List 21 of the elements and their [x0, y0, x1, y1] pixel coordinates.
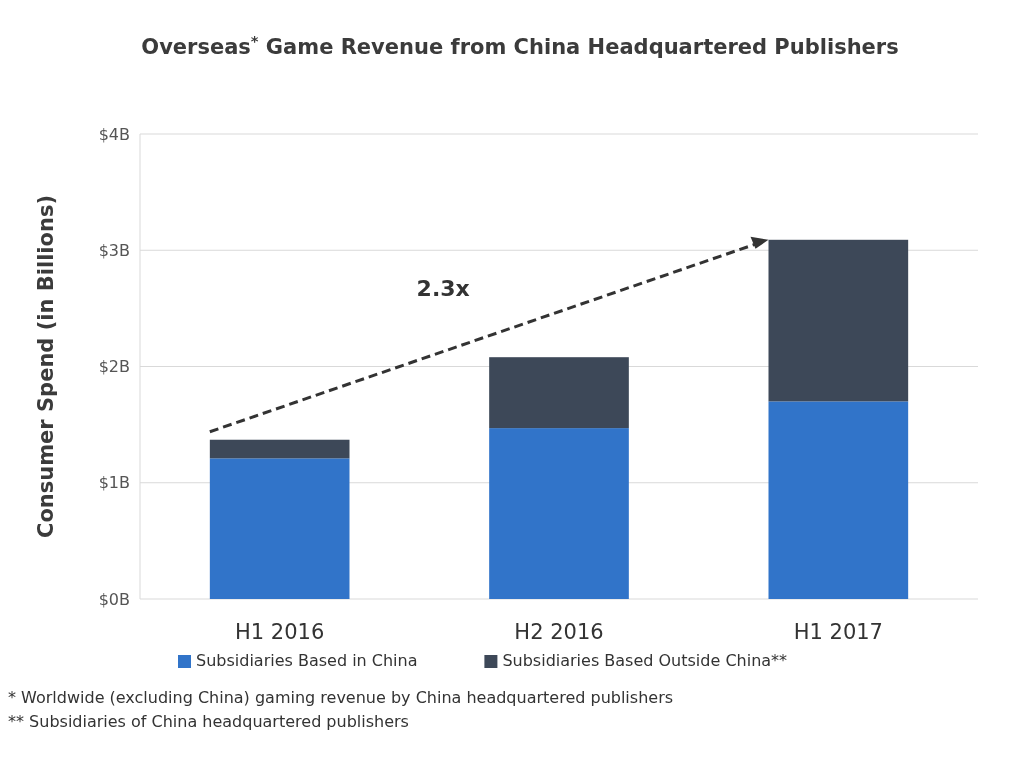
x-tick-label: H2 2016 [514, 620, 604, 644]
y-tick-label: $0B [98, 589, 130, 609]
y-tick-label: $4B [98, 124, 130, 144]
bar [489, 357, 629, 429]
y-axis-title: Consumer Spend (in Billions) [34, 194, 58, 539]
bar [768, 401, 909, 599]
text: * Worldwide (excluding China) gaming revenue by China headquartered publishers [8, 688, 674, 707]
x-tick-label: H1 2017 [793, 620, 883, 644]
text: ** Subsidiaries of China headquartered publishers [8, 712, 409, 731]
x-tick-label: H1 2016 [235, 620, 325, 644]
bar [489, 428, 629, 599]
chart-title: Overseas$^{*}$ Game Revenue from China Headquartered Publishers [141, 31, 899, 59]
y-tick-label: $3B [98, 240, 130, 260]
legend-label: Subsidiaries Based Outside China** [502, 651, 788, 670]
bar [209, 458, 350, 599]
y-tick-label: $1B [98, 473, 130, 493]
y-tick-label: $2B [98, 357, 130, 377]
legend-label: Subsidiaries Based in China [196, 651, 418, 670]
bar [768, 239, 909, 402]
annotation: 2.3x [416, 275, 470, 301]
bar [209, 439, 350, 459]
